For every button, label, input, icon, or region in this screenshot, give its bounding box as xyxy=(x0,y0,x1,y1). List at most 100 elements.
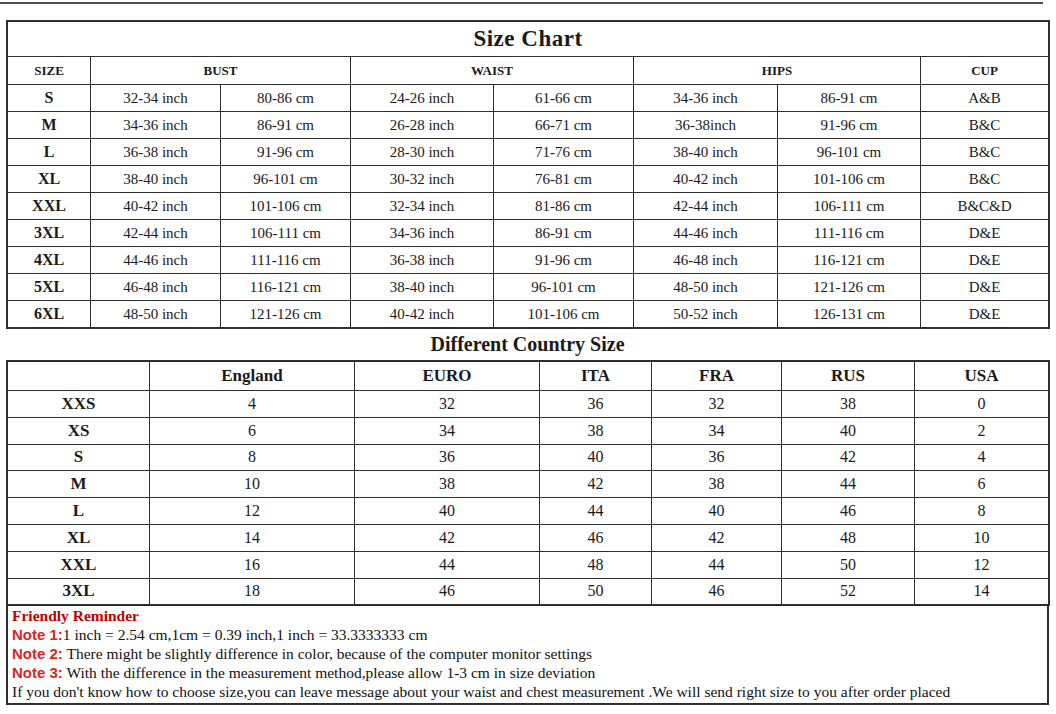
cell-bust-inch: 34-36 inch xyxy=(91,112,221,139)
reminder-note-1: Note 1:1 inch = 2.54 cm,1cm = 0.39 inch,… xyxy=(12,625,1043,644)
cell-cup: B&C xyxy=(921,112,1049,139)
cell-bust-cm: 111-116 cm xyxy=(221,247,351,274)
size-chart-table: Size Chart SIZE BUST WAIST HIPS CUP S 32… xyxy=(7,21,1049,328)
column-header-waist: WAIST xyxy=(351,57,634,85)
cell-usa: 8 xyxy=(915,498,1049,525)
size-chart-title-row: Size Chart xyxy=(8,22,1049,57)
cell-size-label: S xyxy=(8,444,150,471)
cell-hips-cm: 91-96 cm xyxy=(778,112,921,139)
cell-bust-inch: 36-38 inch xyxy=(91,139,221,166)
friendly-reminder-box: Friendly Reminder Note 1:1 inch = 2.54 c… xyxy=(7,605,1048,704)
cell-rus: 46 xyxy=(782,498,915,525)
cell-cup: D&E xyxy=(921,301,1049,328)
cell-bust-inch: 38-40 inch xyxy=(91,166,221,193)
cell-hips-cm: 106-111 cm xyxy=(778,193,921,220)
cell-euro: 46 xyxy=(355,578,540,605)
cell-waist-inch: 26-28 inch xyxy=(351,112,494,139)
table-row-6xl: 6XL 48-50 inch 121-126 cm 40-42 inch 101… xyxy=(8,301,1049,328)
cell-rus: 52 xyxy=(782,578,915,605)
table-row-3xl2: 3XL 18 46 50 46 52 14 xyxy=(8,578,1049,605)
cell-waist-cm: 76-81 cm xyxy=(494,166,634,193)
cell-bust-inch: 44-46 inch xyxy=(91,247,221,274)
cell-size: 3XL xyxy=(8,220,91,247)
size-chart-header-row: SIZE BUST WAIST HIPS CUP xyxy=(8,57,1049,85)
table-row-s2: S 8 36 40 36 42 4 xyxy=(8,444,1049,471)
column-header-england: England xyxy=(150,362,355,391)
cell-hips-inch: 34-36 inch xyxy=(634,85,778,112)
cell-fra: 36 xyxy=(652,444,782,471)
reminder-footer: If you don't know how to choose size,you… xyxy=(12,682,1043,701)
cell-waist-inch: 36-38 inch xyxy=(351,247,494,274)
cell-waist-cm: 96-101 cm xyxy=(494,274,634,301)
cell-size: XXL xyxy=(8,193,91,220)
cell-hips-inch: 44-46 inch xyxy=(634,220,778,247)
table-row-l: L 36-38 inch 91-96 cm 28-30 inch 71-76 c… xyxy=(8,139,1049,166)
cell-bust-cm: 106-111 cm xyxy=(221,220,351,247)
cell-rus: 38 xyxy=(782,391,915,418)
country-size-table: England EURO ITA FRA RUS USA XXS 4 32 36… xyxy=(7,361,1049,605)
cell-rus: 50 xyxy=(782,551,915,578)
reminder-heading: Friendly Reminder xyxy=(12,606,1043,625)
table-row-4xl: 4XL 44-46 inch 111-116 cm 36-38 inch 91-… xyxy=(8,247,1049,274)
cell-hips-cm: 111-116 cm xyxy=(778,220,921,247)
column-header-cup: CUP xyxy=(921,57,1049,85)
table-row-xl: XL 38-40 inch 96-101 cm 30-32 inch 76-81… xyxy=(8,166,1049,193)
cell-euro: 44 xyxy=(355,551,540,578)
column-header-euro: EURO xyxy=(355,362,540,391)
cell-size: 5XL xyxy=(8,274,91,301)
cell-bust-inch: 32-34 inch xyxy=(91,85,221,112)
cell-fra: 40 xyxy=(652,498,782,525)
column-header-rus: RUS xyxy=(782,362,915,391)
cell-ita: 36 xyxy=(540,391,652,418)
cell-hips-cm: 126-131 cm xyxy=(778,301,921,328)
cell-usa: 14 xyxy=(915,578,1049,605)
cell-rus: 48 xyxy=(782,524,915,551)
cell-cup: A&B xyxy=(921,85,1049,112)
cell-waist-cm: 86-91 cm xyxy=(494,220,634,247)
cell-cup: B&C xyxy=(921,166,1049,193)
cell-waist-inch: 32-34 inch xyxy=(351,193,494,220)
cell-size: XL xyxy=(8,166,91,193)
cell-size-label: XXL xyxy=(8,551,150,578)
cell-fra: 44 xyxy=(652,551,782,578)
cell-fra: 38 xyxy=(652,471,782,498)
cell-waist-inch: 34-36 inch xyxy=(351,220,494,247)
top-divider-line xyxy=(0,2,1043,4)
table-row-xl2: XL 14 42 46 42 48 10 xyxy=(8,524,1049,551)
cell-ita: 50 xyxy=(540,578,652,605)
cell-waist-cm: 91-96 cm xyxy=(494,247,634,274)
table-row-s: S 32-34 inch 80-86 cm 24-26 inch 61-66 c… xyxy=(8,85,1049,112)
cell-ita: 46 xyxy=(540,524,652,551)
cell-size: S xyxy=(8,85,91,112)
cell-cup: B&C xyxy=(921,139,1049,166)
cell-waist-cm: 81-86 cm xyxy=(494,193,634,220)
column-header-usa: USA xyxy=(915,362,1049,391)
cell-bust-cm: 96-101 cm xyxy=(221,166,351,193)
cell-euro: 38 xyxy=(355,471,540,498)
cell-size-label: XL xyxy=(8,524,150,551)
cell-cup: D&E xyxy=(921,274,1049,301)
cell-bust-inch: 46-48 inch xyxy=(91,274,221,301)
cell-hips-cm: 96-101 cm xyxy=(778,139,921,166)
table-row-l2: L 12 40 44 40 46 8 xyxy=(8,498,1049,525)
cell-waist-inch: 24-26 inch xyxy=(351,85,494,112)
cell-bust-inch: 48-50 inch xyxy=(91,301,221,328)
cell-waist-cm: 101-106 cm xyxy=(494,301,634,328)
note-2-text: There might be slightly difference in co… xyxy=(63,645,592,662)
cell-waist-inch: 30-32 inch xyxy=(351,166,494,193)
table-row-3xl: 3XL 42-44 inch 106-111 cm 34-36 inch 86-… xyxy=(8,220,1049,247)
cell-waist-cm: 71-76 cm xyxy=(494,139,634,166)
cell-ita: 48 xyxy=(540,551,652,578)
cell-hips-cm: 116-121 cm xyxy=(778,247,921,274)
note-3-text: With the difference in the measurement m… xyxy=(63,664,596,681)
column-header-fra: FRA xyxy=(652,362,782,391)
column-header-bust: BUST xyxy=(91,57,351,85)
cell-england: 12 xyxy=(150,498,355,525)
cell-size: 6XL xyxy=(8,301,91,328)
cell-cup: D&E xyxy=(921,220,1049,247)
country-size-header-row: England EURO ITA FRA RUS USA xyxy=(8,362,1049,391)
cell-euro: 40 xyxy=(355,498,540,525)
cell-waist-cm: 66-71 cm xyxy=(494,112,634,139)
cell-hips-inch: 50-52 inch xyxy=(634,301,778,328)
cell-bust-cm: 91-96 cm xyxy=(221,139,351,166)
